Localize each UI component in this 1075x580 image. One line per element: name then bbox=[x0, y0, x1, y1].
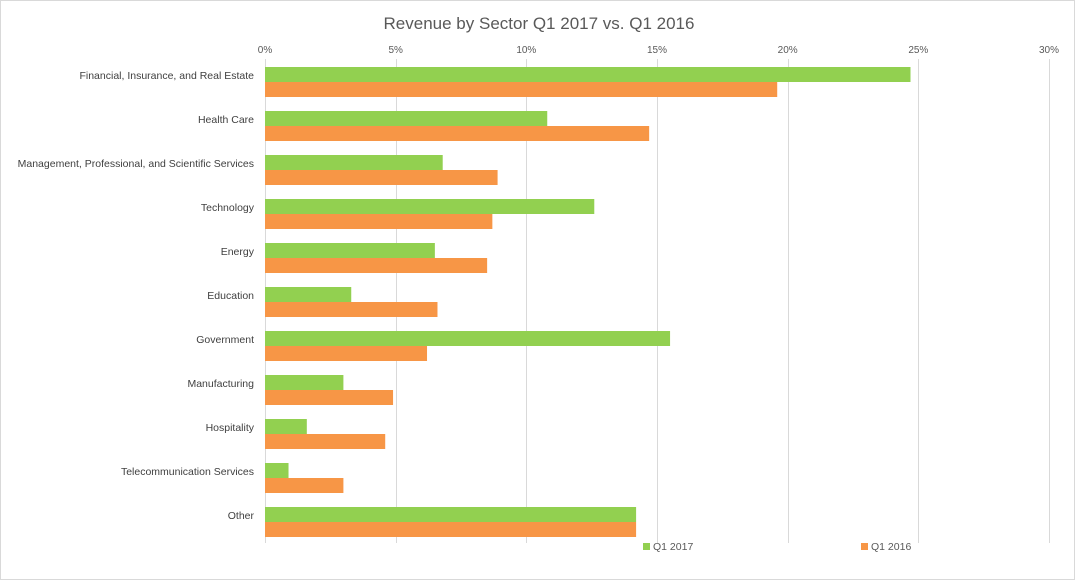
legend-swatch bbox=[861, 543, 868, 550]
legend-label: Q1 2017 bbox=[653, 541, 693, 553]
bar-q1-2016 bbox=[265, 434, 386, 449]
bar-q1-2016 bbox=[265, 126, 650, 141]
x-tick-label: 20% bbox=[778, 45, 798, 56]
x-axis-tick-labels: 0% 5% 10% 15% 20% 25% 30% bbox=[258, 45, 1059, 56]
bar-q1-2017 bbox=[265, 331, 671, 346]
legend-swatch bbox=[643, 543, 650, 550]
bar-q1-2016 bbox=[265, 258, 488, 273]
bar-q1-2017 bbox=[265, 419, 307, 434]
bar-q1-2016 bbox=[265, 346, 428, 361]
bars bbox=[265, 67, 911, 537]
category-label: Manufacturing bbox=[187, 378, 254, 390]
x-tick-label: 25% bbox=[908, 45, 928, 56]
bar-q1-2017 bbox=[265, 507, 637, 522]
category-label: Other bbox=[228, 510, 255, 522]
x-tick-label: 5% bbox=[388, 45, 403, 56]
bar-q1-2016 bbox=[265, 522, 637, 537]
category-label: Education bbox=[207, 290, 254, 302]
bar-q1-2016 bbox=[265, 390, 394, 405]
category-label: Health Care bbox=[198, 114, 254, 126]
category-label: Energy bbox=[221, 246, 255, 258]
category-label: Hospitality bbox=[206, 422, 255, 434]
bar-q1-2016 bbox=[265, 478, 344, 493]
bar-q1-2017 bbox=[265, 375, 344, 390]
bar-q1-2017 bbox=[265, 155, 443, 170]
bar-q1-2016 bbox=[265, 82, 778, 97]
bar-q1-2017 bbox=[265, 199, 595, 214]
bar-q1-2016 bbox=[265, 302, 438, 317]
category-label: Management, Professional, and Scientific… bbox=[18, 158, 254, 170]
legend: Q1 2017 Q1 2016 bbox=[643, 541, 911, 553]
bar-q1-2017 bbox=[265, 111, 548, 126]
bar-q1-2017 bbox=[265, 67, 911, 82]
bar-q1-2017 bbox=[265, 243, 435, 258]
x-tick-label: 15% bbox=[647, 45, 667, 56]
bar-q1-2017 bbox=[265, 287, 352, 302]
chart-title: Revenue by Sector Q1 2017 vs. Q1 2016 bbox=[384, 14, 695, 33]
category-label: Technology bbox=[201, 202, 255, 214]
bar-q1-2017 bbox=[265, 463, 289, 478]
category-labels: Financial, Insurance, and Real Estate Hea… bbox=[18, 70, 255, 522]
bar-q1-2016 bbox=[265, 214, 493, 229]
legend-label: Q1 2016 bbox=[871, 541, 911, 553]
x-tick-label: 10% bbox=[516, 45, 536, 56]
x-tick-label: 30% bbox=[1039, 45, 1059, 56]
category-label: Financial, Insurance, and Real Estate bbox=[79, 70, 254, 82]
category-label: Government bbox=[196, 334, 254, 346]
bar-q1-2016 bbox=[265, 170, 498, 185]
x-tick-label: 0% bbox=[258, 45, 273, 56]
category-label: Telecommunication Services bbox=[121, 466, 254, 478]
